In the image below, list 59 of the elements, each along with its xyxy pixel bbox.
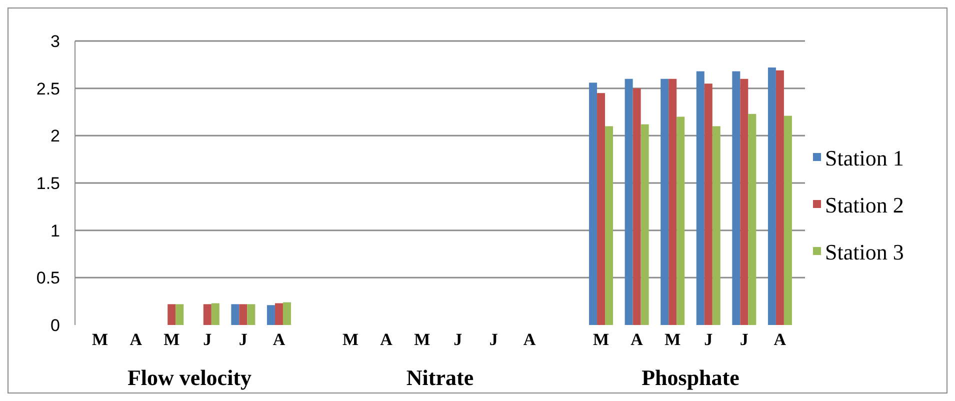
bar bbox=[624, 78, 633, 325]
bar bbox=[274, 303, 283, 325]
x-tick-label: J bbox=[489, 330, 498, 349]
text: Phosphate bbox=[642, 365, 740, 390]
y-tick-label: 0.5 bbox=[36, 268, 60, 288]
bar bbox=[231, 304, 240, 325]
bar bbox=[203, 304, 212, 325]
bar bbox=[176, 304, 184, 325]
bar bbox=[640, 124, 649, 325]
y-tick-label: 1 bbox=[50, 221, 60, 240]
y-tick-label: 3 bbox=[50, 32, 60, 51]
x-tick-label: A bbox=[272, 330, 286, 349]
x-tick-label: M bbox=[664, 330, 681, 349]
x-tick-label: J bbox=[740, 330, 749, 349]
bar bbox=[732, 71, 740, 325]
bar bbox=[704, 84, 712, 325]
bar bbox=[768, 68, 776, 325]
y-tick-label: 0 bbox=[50, 316, 60, 335]
x-tick-label: J bbox=[238, 330, 248, 349]
x-tick-label: A bbox=[523, 330, 536, 349]
bar bbox=[282, 302, 291, 325]
x-tick-label: J bbox=[203, 330, 212, 349]
text: Nitrate bbox=[406, 365, 474, 390]
x-tick-label: A bbox=[774, 330, 787, 349]
x-tick-label: A bbox=[130, 330, 143, 349]
legend-label: Station 2 bbox=[825, 192, 904, 218]
x-tick-label: J bbox=[704, 330, 714, 349]
bar bbox=[605, 126, 614, 325]
y-tick-label: 1.5 bbox=[36, 174, 60, 193]
bar bbox=[740, 78, 748, 325]
bar bbox=[247, 304, 256, 325]
bar bbox=[776, 70, 784, 325]
x-tick-label: M bbox=[92, 330, 108, 349]
bar bbox=[632, 88, 641, 325]
x-tick-label: J bbox=[454, 330, 463, 349]
x-tick-label: M bbox=[164, 330, 180, 349]
text: Flow velocity bbox=[127, 365, 252, 390]
bar bbox=[239, 304, 248, 325]
x-tick-label: M bbox=[593, 330, 610, 349]
legend-label: Station 3 bbox=[825, 240, 904, 265]
x-tick-label: M bbox=[342, 330, 359, 349]
y-tick-label: 2 bbox=[50, 126, 60, 146]
y-tick-label: 2.5 bbox=[36, 79, 60, 98]
bar bbox=[748, 114, 756, 325]
bar bbox=[266, 305, 275, 325]
bar bbox=[660, 78, 669, 325]
bar bbox=[784, 116, 792, 325]
bar bbox=[597, 93, 606, 325]
bar bbox=[676, 116, 685, 325]
x-tick-label: M bbox=[414, 330, 430, 349]
bar bbox=[712, 126, 720, 325]
bar bbox=[211, 303, 220, 325]
bar bbox=[668, 78, 677, 325]
x-tick-label: A bbox=[380, 330, 394, 349]
x-tick-label: A bbox=[630, 330, 644, 349]
bar bbox=[589, 82, 598, 325]
legend-label: Station 1 bbox=[825, 146, 904, 171]
bar bbox=[696, 71, 704, 325]
bar bbox=[168, 304, 176, 325]
